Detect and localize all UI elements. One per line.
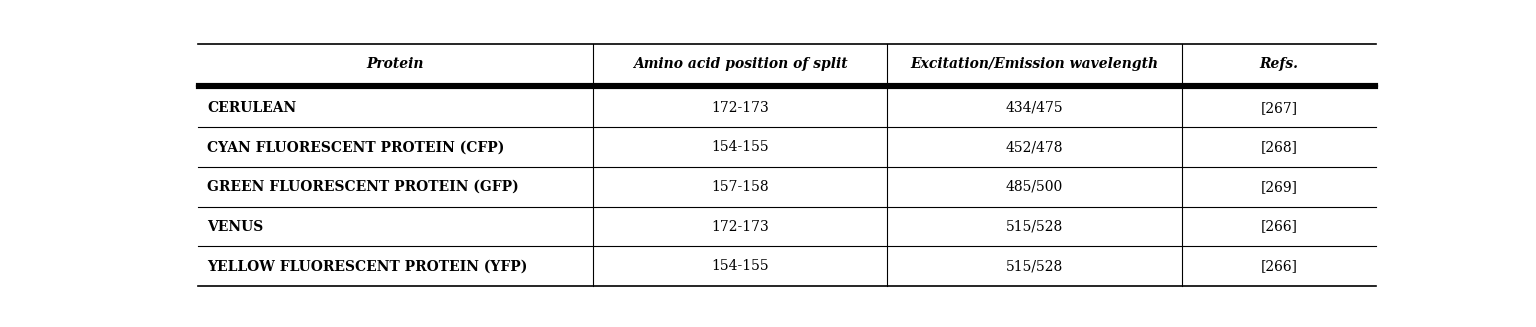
Bar bbox=[198, 88, 1376, 128]
Text: VENUS: VENUS bbox=[207, 219, 264, 233]
Text: Amino acid position of split: Amino acid position of split bbox=[633, 58, 848, 71]
Text: 172-173: 172-173 bbox=[711, 219, 770, 233]
Text: [267]: [267] bbox=[1261, 101, 1298, 115]
Text: 452/478: 452/478 bbox=[1006, 140, 1063, 154]
Bar bbox=[198, 128, 1376, 167]
Text: [269]: [269] bbox=[1261, 180, 1298, 194]
Text: 154-155: 154-155 bbox=[711, 140, 770, 154]
Text: CERULEAN: CERULEAN bbox=[207, 101, 296, 115]
Text: [266]: [266] bbox=[1261, 259, 1298, 273]
Text: 154-155: 154-155 bbox=[711, 259, 770, 273]
Text: Excitation/Emission wavelength: Excitation/Emission wavelength bbox=[911, 58, 1158, 71]
Text: 434/475: 434/475 bbox=[1006, 101, 1063, 115]
Bar bbox=[198, 44, 1376, 85]
Text: 172-173: 172-173 bbox=[711, 101, 770, 115]
Text: CYAN FLUORESCENT PROTEIN (CFP): CYAN FLUORESCENT PROTEIN (CFP) bbox=[207, 140, 505, 154]
Bar bbox=[198, 246, 1376, 286]
Text: YELLOW FLUORESCENT PROTEIN (YFP): YELLOW FLUORESCENT PROTEIN (YFP) bbox=[207, 259, 528, 273]
Text: 157-158: 157-158 bbox=[711, 180, 770, 194]
Text: Protein: Protein bbox=[367, 58, 424, 71]
Text: Refs.: Refs. bbox=[1260, 58, 1299, 71]
Bar bbox=[198, 207, 1376, 246]
Text: [266]: [266] bbox=[1261, 219, 1298, 233]
Text: 515/528: 515/528 bbox=[1006, 219, 1063, 233]
Text: [268]: [268] bbox=[1261, 140, 1298, 154]
Bar bbox=[198, 167, 1376, 207]
Text: GREEN FLUORESCENT PROTEIN (GFP): GREEN FLUORESCENT PROTEIN (GFP) bbox=[207, 180, 519, 194]
Text: 485/500: 485/500 bbox=[1006, 180, 1063, 194]
Text: 515/528: 515/528 bbox=[1006, 259, 1063, 273]
